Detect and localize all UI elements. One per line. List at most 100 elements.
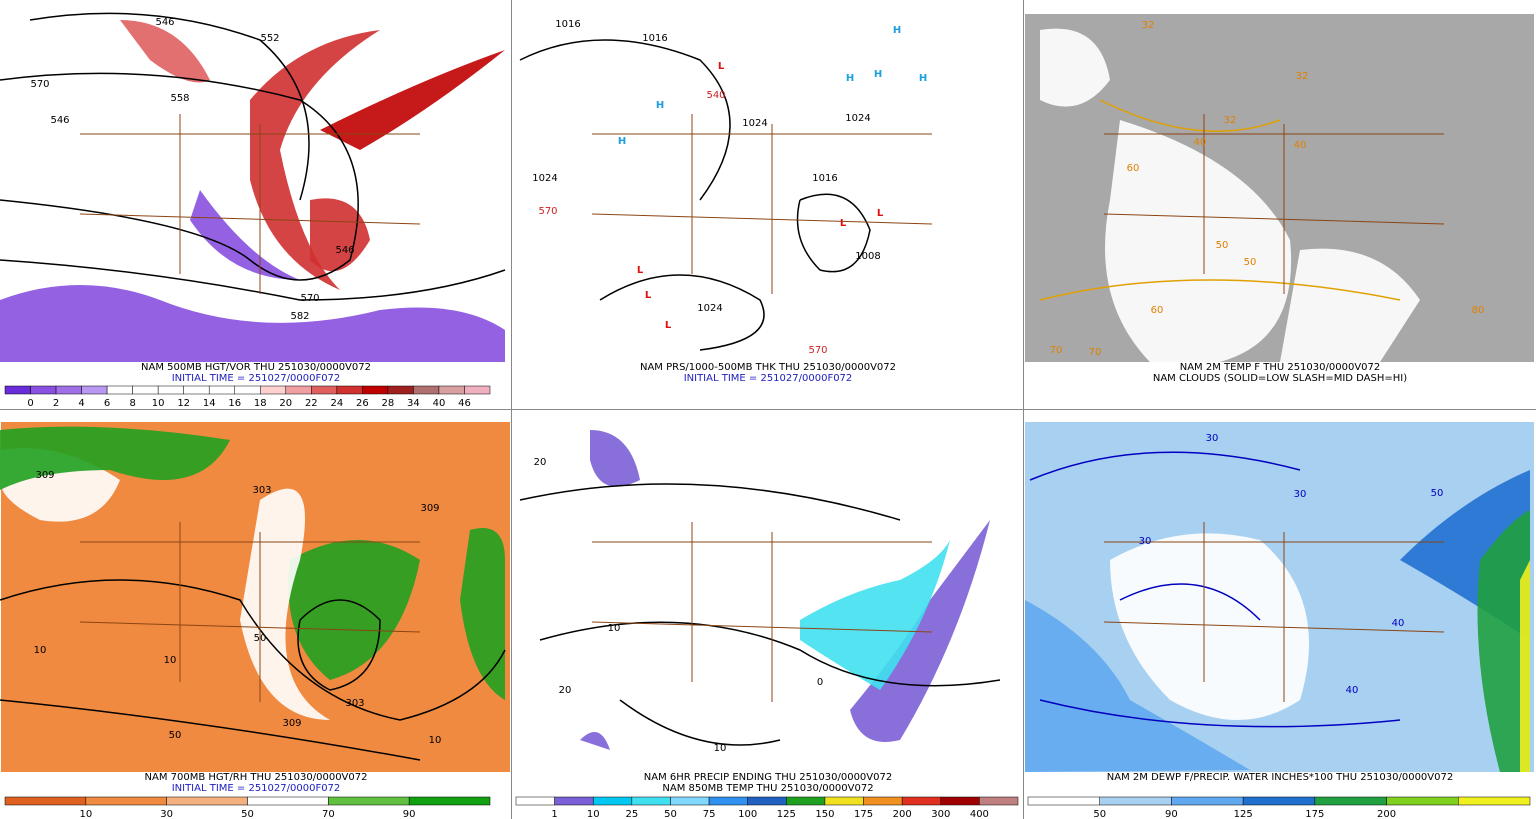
colorbar-box xyxy=(1458,796,1531,806)
caption: NAM 6HR PRECIP ENDING THU 251030/0000V07… xyxy=(644,772,892,783)
colorbar-box xyxy=(747,796,787,806)
colorbar-label: 300 xyxy=(931,809,950,819)
shaded-region xyxy=(800,540,950,690)
contour-line xyxy=(619,699,781,746)
colorbar-box xyxy=(247,796,329,806)
colorbar-label: 90 xyxy=(403,809,416,819)
colorbar-label: 400 xyxy=(970,809,989,819)
map-panel: 30 30 30 50 40 40 NAM 2M DEWP F/PRECIP. WATER … xyxy=(1025,422,1534,819)
colorbar-label: 25 xyxy=(625,809,638,819)
colorbar-box xyxy=(285,385,312,395)
map-label: 40 xyxy=(1392,618,1405,629)
colorbar-box xyxy=(1171,796,1244,806)
colorbar-box xyxy=(85,796,167,806)
map-label: L xyxy=(645,290,652,301)
shaded-region xyxy=(240,488,330,720)
caption: NAM 500MB HGT/VOR THU 251030/0000V072 xyxy=(141,362,371,373)
colorbar-box xyxy=(1314,796,1387,806)
shaded-region xyxy=(460,528,505,700)
caption: NAM PRS/1000-500MB THK THU 251030/0000V0… xyxy=(640,362,896,373)
colorbar-label: 125 xyxy=(777,809,796,819)
colorbar-label: 125 xyxy=(1234,809,1253,819)
border-line xyxy=(591,114,933,294)
map-background xyxy=(513,14,1022,362)
map-label: 40 xyxy=(1346,685,1359,696)
map-label: 546 xyxy=(50,115,69,126)
shaded-region xyxy=(190,190,300,280)
border-line xyxy=(79,522,421,702)
colorbar-label: 175 xyxy=(854,809,873,819)
colorbar-label: 70 xyxy=(322,809,335,819)
colorbar-label: 30 xyxy=(160,809,173,819)
shaded-region xyxy=(1110,533,1309,720)
contour-line xyxy=(796,193,871,273)
colorbar-box xyxy=(208,385,235,395)
contour-line xyxy=(0,579,506,721)
colorbar-label: 100 xyxy=(738,809,757,819)
map-label: 1024 xyxy=(845,113,870,124)
colorbar-box xyxy=(940,796,980,806)
map-label: 309 xyxy=(35,470,54,481)
border-line xyxy=(1103,522,1445,702)
map-label: 546 xyxy=(335,245,354,256)
colorbar-label: 24 xyxy=(330,398,343,409)
colorbar-label: 14 xyxy=(203,398,216,409)
map-label: 40 xyxy=(1194,137,1207,148)
map-label: 70 xyxy=(1089,347,1102,358)
colorbar-label: 200 xyxy=(1377,809,1396,819)
map-label: H xyxy=(618,136,626,147)
colorbar-box xyxy=(55,385,82,395)
colorbar-box xyxy=(979,796,1019,806)
map-label: 50 xyxy=(1244,257,1257,268)
map-label: H xyxy=(874,69,882,80)
map-label: 60 xyxy=(1127,163,1140,174)
map-label: 1016 xyxy=(555,19,580,30)
colorbar-label: 18 xyxy=(254,398,267,409)
colorbar-box xyxy=(132,385,159,395)
colorbar-label: 150 xyxy=(815,809,834,819)
colorbar-label: 4 xyxy=(78,398,84,409)
contour-line xyxy=(1029,451,1301,481)
map-label: 1016 xyxy=(642,33,667,44)
colorbar-box xyxy=(786,796,826,806)
contour-line xyxy=(519,39,731,201)
map-label: 570 xyxy=(300,293,319,304)
map-label: 40 xyxy=(1294,140,1307,151)
shaded-region xyxy=(320,50,505,150)
contour-line xyxy=(1119,583,1261,621)
map-label: 10 xyxy=(34,645,47,656)
colorbar-label: 20 xyxy=(279,398,292,409)
colorbar-label: 46 xyxy=(458,398,471,409)
contour-line xyxy=(0,699,421,761)
colorbar-label: 50 xyxy=(664,809,677,819)
contour-line xyxy=(599,274,765,351)
colorbar-box xyxy=(515,796,555,806)
caption: NAM CLOUDS (SOLID=LOW SLASH=MID DASH=HI) xyxy=(1153,373,1407,384)
caption: INITIAL TIME = 251027/0000F072 xyxy=(172,373,341,384)
map-label: 80 xyxy=(1472,305,1485,316)
shaded-region xyxy=(310,198,370,272)
contour-line xyxy=(1039,279,1401,301)
map-label: 20 xyxy=(559,685,572,696)
map-label: 10 xyxy=(429,735,442,746)
colorbar-box xyxy=(592,796,633,806)
colorbar-box xyxy=(362,385,389,395)
contour-line xyxy=(0,72,359,281)
map-label: 50 xyxy=(254,633,267,644)
colorbar-label: 175 xyxy=(1305,809,1324,819)
map-label: 1024 xyxy=(532,173,557,184)
map-label: 540 xyxy=(706,90,725,101)
map-label: L xyxy=(718,61,725,72)
shaded-region xyxy=(1040,28,1110,107)
map-label: 570 xyxy=(538,206,557,217)
map-label: 20 xyxy=(534,457,547,468)
map-panel: 32 32 32 40 40 50 50 60 60 70 70 80 NAM 2M TEMP F TH… xyxy=(1025,14,1534,384)
colorbar-label: 12 xyxy=(177,398,190,409)
map-label: L xyxy=(877,208,884,219)
colorbar-label: 26 xyxy=(356,398,369,409)
colorbar-label: 28 xyxy=(382,398,395,409)
caption: NAM 2M DEWP F/PRECIP. WATER INCHES*100 T… xyxy=(1107,772,1453,783)
colorbar-box xyxy=(554,796,594,806)
